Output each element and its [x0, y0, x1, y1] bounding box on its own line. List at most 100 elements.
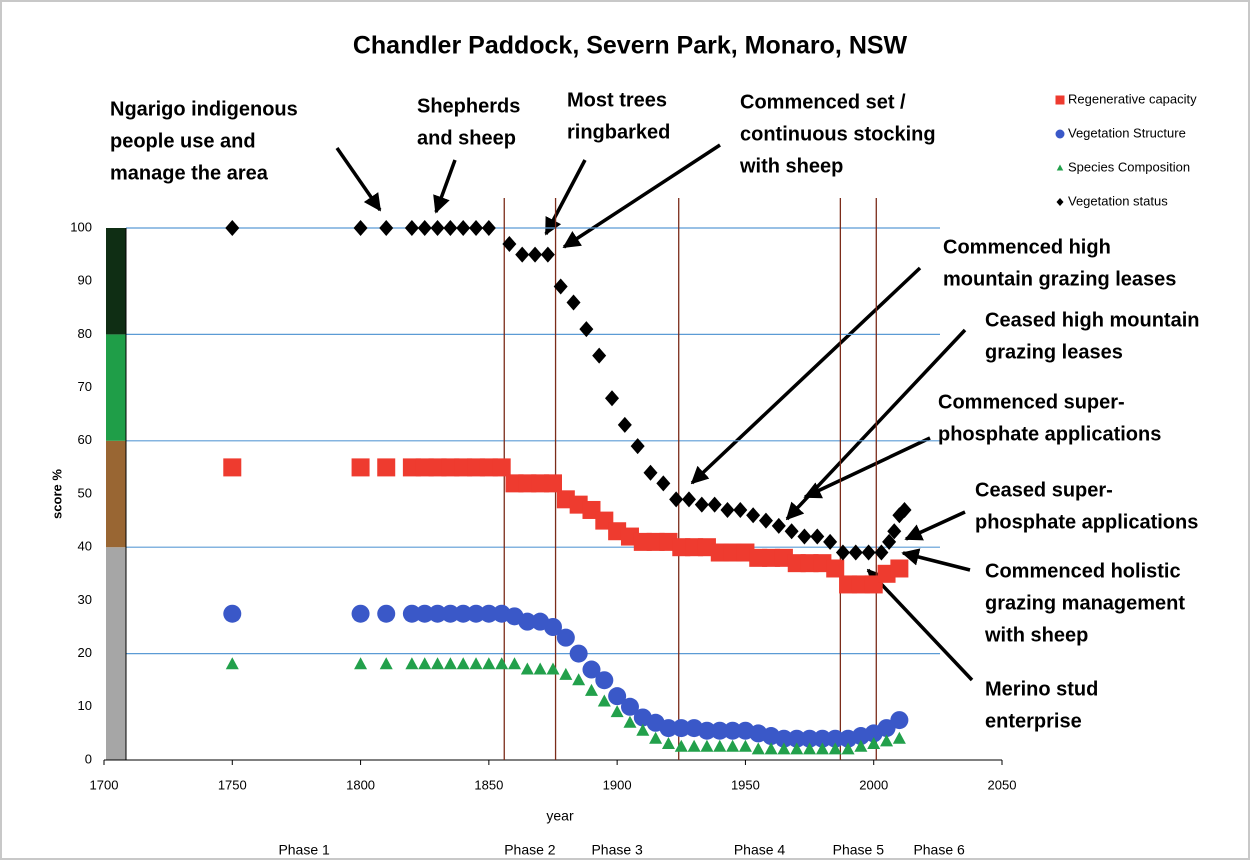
marker-triangle: [623, 715, 637, 728]
marker-triangle: [790, 742, 804, 755]
marker-circle: [710, 721, 729, 740]
marker-triangle: [751, 742, 765, 755]
marker-diamond: [892, 507, 907, 524]
marker-square: [223, 458, 242, 477]
marker-circle: [351, 604, 370, 623]
marker-diamond: [617, 416, 632, 433]
x-tick-label: 1750: [218, 777, 247, 792]
marker-circle: [774, 729, 793, 748]
marker-diamond: [758, 512, 773, 529]
marker-diamond: [456, 220, 471, 236]
marker-diamond: [848, 544, 863, 561]
marker-circle: [454, 604, 473, 623]
marker-circle: [428, 604, 447, 623]
marker-square: [544, 474, 562, 493]
annotation: mountain grazing leases: [943, 268, 1176, 290]
marker-triangle: [700, 739, 714, 752]
marker-square: [890, 559, 909, 578]
marker-circle: [441, 604, 460, 623]
legend-label: Species Composition: [1068, 159, 1190, 174]
marker-diamond: [469, 220, 484, 236]
marker-diamond: [540, 246, 555, 263]
annotation: Ceased high mountain: [985, 309, 1199, 331]
y-tick-label: 90: [78, 273, 92, 288]
marker-circle: [787, 729, 806, 748]
marker-diamond: [835, 544, 850, 561]
arrow: [335, 147, 382, 212]
marker-circle: [608, 687, 627, 706]
marker-triangle: [405, 657, 419, 670]
annotation: Ceased super-: [975, 479, 1113, 501]
x-axis-label: year: [546, 808, 574, 824]
y-tick-label: 30: [78, 592, 92, 607]
marker-circle: [877, 719, 896, 738]
marker-diamond: [887, 523, 902, 540]
marker-triangle: [418, 657, 432, 670]
marker-circle: [697, 721, 716, 740]
annotation: grazing management: [985, 592, 1185, 614]
marker-circle: [800, 729, 819, 748]
marker-circle: [415, 604, 434, 623]
marker-diamond: [553, 278, 568, 295]
marker-diamond: [404, 220, 419, 236]
marker-diamond: [746, 507, 761, 524]
x-tick-label: 1850: [474, 777, 503, 792]
marker-triangle: [636, 723, 650, 736]
arrow: [904, 510, 966, 541]
chart-title: Chandler Paddock, Severn Park, Monaro, N…: [353, 32, 908, 60]
marker-triangle: [726, 739, 740, 752]
marker-diamond: [897, 501, 912, 518]
arrow: [562, 143, 721, 249]
phase-label: Phase 6: [913, 842, 965, 858]
phase-label: Phase 2: [504, 842, 556, 858]
y-tick-label: 40: [78, 539, 92, 554]
marker-diamond: [681, 491, 696, 508]
annotation: phosphate applications: [938, 423, 1161, 445]
arrow: [690, 266, 922, 485]
legend-label: Vegetation status: [1068, 193, 1168, 208]
marker-triangle: [867, 737, 881, 750]
marker-diamond: [417, 220, 432, 236]
phase-label: Phase 1: [278, 842, 330, 858]
marker-triangle: [674, 739, 688, 752]
marker-triangle: [520, 662, 534, 675]
phase-label: Phase 5: [833, 842, 885, 858]
legend-label: Vegetation Structure: [1068, 125, 1186, 140]
marker-circle: [377, 604, 396, 623]
marker-triangle: [469, 657, 483, 670]
marker-circle: [595, 671, 614, 690]
marker-triangle: [777, 742, 791, 755]
marker-triangle: [495, 657, 509, 670]
marker-triangle: [828, 742, 842, 755]
annotation: Most trees: [567, 89, 667, 111]
marker-diamond: [784, 523, 799, 540]
annotation: with sheep: [739, 155, 843, 177]
annotation: enterprise: [985, 710, 1082, 732]
arrow: [803, 436, 931, 499]
marker-circle: [620, 697, 639, 716]
marker-triangle: [354, 657, 368, 670]
y-tick-label: 80: [78, 326, 92, 341]
marker-circle: [659, 719, 678, 738]
y-tick-label: 0: [85, 751, 92, 766]
marker-diamond: [882, 533, 897, 550]
legend-marker: [1056, 198, 1064, 206]
status-band: [106, 228, 126, 335]
annotation: grazing leases: [985, 341, 1123, 363]
marker-diamond: [720, 501, 735, 518]
marker-diamond: [874, 544, 889, 561]
y-tick-label: 100: [70, 219, 92, 234]
status-band: [106, 547, 126, 760]
marker-circle: [813, 729, 832, 748]
marker-triangle: [572, 673, 586, 686]
arrow: [901, 548, 971, 572]
marker-diamond: [592, 347, 607, 364]
marker-triangle: [225, 657, 239, 670]
annotation: phosphate applications: [975, 511, 1198, 533]
annotation: and sheep: [417, 127, 516, 149]
x-tick-label: 1800: [346, 777, 375, 792]
marker-triangle: [661, 737, 675, 750]
marker-diamond: [379, 220, 394, 236]
marker-square: [826, 559, 845, 578]
